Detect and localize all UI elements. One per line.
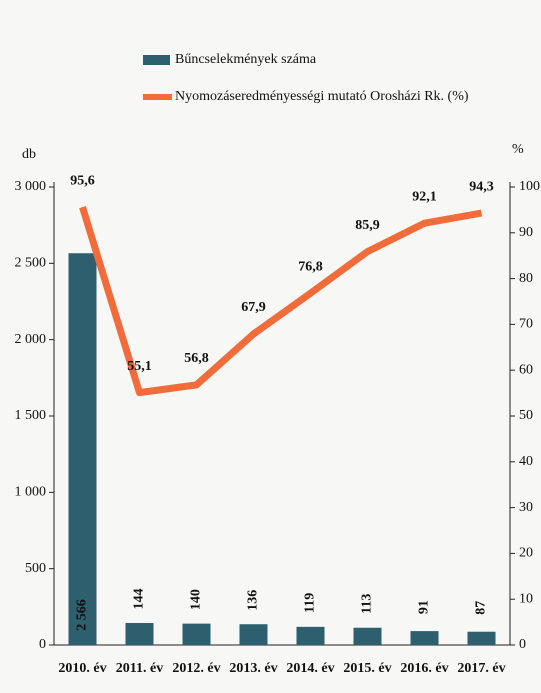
line-value-label: 56,8 [184,351,209,366]
y2-tick-label: 80 [519,271,533,286]
y2-tick-label: 60 [519,362,533,377]
legend-swatch [143,55,170,65]
bar [296,626,325,645]
bar [353,627,382,645]
line-value-label: 55,1 [127,359,152,374]
line-value-label: 76,8 [298,259,323,274]
line-value-label: 85,9 [355,218,380,233]
x-tick-label: 2012. év [172,661,220,676]
line-value-label: 92,1 [412,189,437,204]
y-tick-label: 500 [25,561,46,576]
y2-tick-label: 50 [519,408,533,423]
y-tick-label: 2 500 [15,256,47,271]
x-tick-label: 2015. év [343,661,391,676]
x-tick-label: 2016. év [400,661,448,676]
line-value-label: 95,6 [70,173,95,188]
y2-tick-label: 10 [519,591,533,606]
y2-tick-label: 0 [519,637,526,652]
bar [467,631,496,645]
bar [182,623,211,645]
y2-tick-label: 70 [519,317,533,332]
y-tick-label: 0 [39,637,46,652]
y-axis-label: db [22,147,36,162]
bar-value-label: 140 [189,589,204,610]
bar-value-label: 144 [132,589,147,610]
x-tick-label: 2017. év [457,661,505,676]
y2-tick-label: 90 [519,225,533,240]
bar-value-label: 136 [246,590,261,611]
y2-tick-label: 20 [519,546,533,561]
legend-label: Bűncselekmények száma [175,52,317,67]
y2-tick-label: 30 [519,500,533,515]
y2-tick-label: 100 [519,179,540,194]
line-value-label: 94,3 [469,179,494,194]
line [79,206,483,397]
x-tick-label: 2013. év [229,661,277,676]
y-tick-label: 1 500 [15,408,47,423]
y2-axis-label: % [512,142,524,157]
x-tick-label: 2014. év [286,661,334,676]
legend-label: Nyomozáseredményességi mutató Orosházi R… [175,89,469,104]
bar [68,253,97,646]
bar-value-label: 119 [303,593,318,613]
y-tick-label: 3 000 [15,179,47,194]
bar [125,623,154,645]
bar-value-label: 2 566 [75,599,90,631]
x-tick-label: 2010. év [58,661,106,676]
bar-value-label: 113 [360,594,375,614]
x-tick-label: 2011. év [116,661,163,676]
bar-value-label: 91 [417,600,432,614]
bar [410,631,439,645]
y2-tick-label: 40 [519,454,533,469]
y-tick-label: 1 000 [15,485,47,500]
bar-value-label: 87 [474,601,489,615]
y-tick-label: 2 000 [15,332,47,347]
line-value-label: 67,9 [241,300,266,315]
bar [239,624,268,645]
